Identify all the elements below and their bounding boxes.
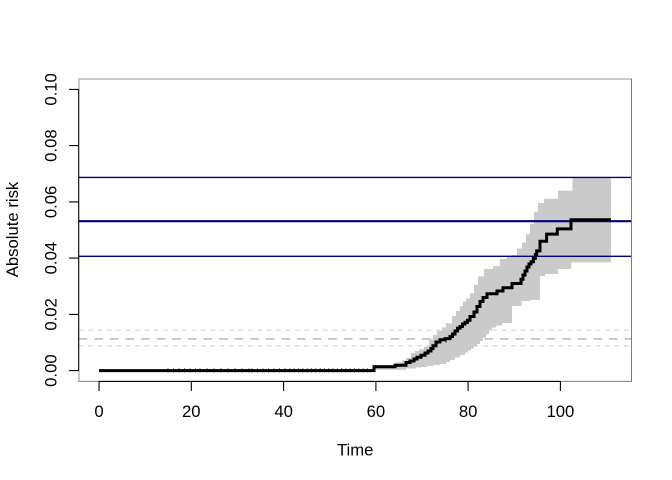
svg-text:60: 60 <box>367 402 386 421</box>
svg-text:20: 20 <box>182 402 201 421</box>
svg-text:0: 0 <box>94 402 103 421</box>
svg-text:0.00: 0.00 <box>42 354 61 386</box>
svg-text:0.02: 0.02 <box>42 298 61 330</box>
svg-text:0.04: 0.04 <box>42 242 61 274</box>
svg-text:0.08: 0.08 <box>42 129 61 161</box>
svg-text:0.06: 0.06 <box>42 186 61 218</box>
svg-text:0.10: 0.10 <box>42 73 61 105</box>
svg-text:40: 40 <box>274 402 293 421</box>
svg-text:100: 100 <box>546 402 574 421</box>
svg-text:80: 80 <box>459 402 478 421</box>
svg-text:Time: Time <box>337 441 373 460</box>
svg-text:Absolute risk: Absolute risk <box>3 181 22 277</box>
